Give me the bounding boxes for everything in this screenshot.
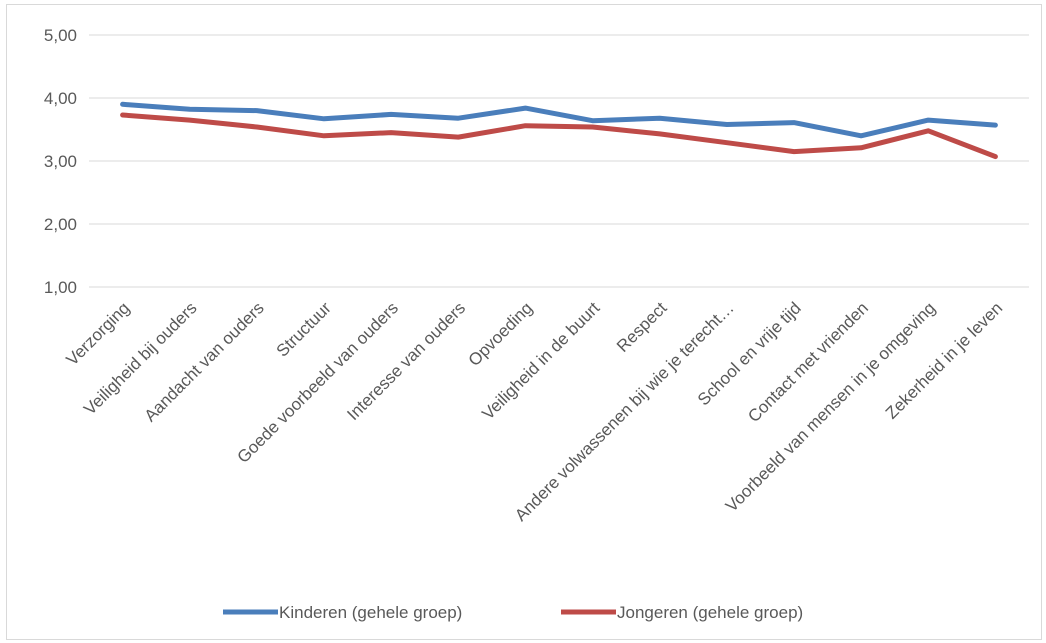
x-category-label: Respect — [613, 298, 671, 356]
chart-frame: 1,00 2,00 3,00 4,00 5,00 Verzorging Veilighei… — [6, 4, 1042, 640]
series-line-1 — [120, 101, 998, 139]
x-category-label: Contact met vrienden — [744, 298, 872, 426]
y-tick-label: 5,00 — [44, 26, 77, 45]
line-chart: 1,002,003,004,005,00 VerzorgingVeilighei… — [44, 26, 1029, 622]
legend-label: Kinderen (gehele groep) — [279, 603, 462, 622]
legend: Kinderen (gehele groep) Jongeren (gehele … — [223, 603, 803, 622]
series-lines — [120, 101, 998, 160]
x-category-label: Structuur — [273, 298, 335, 360]
x-category-label: Opvoeding — [465, 298, 537, 370]
gridlines — [89, 34, 1029, 288]
series-line-2 — [120, 112, 998, 160]
x-category-label: Zekerheid in je leven — [882, 298, 1006, 422]
y-tick-label: 4,00 — [44, 89, 77, 108]
x-category-label: Veiligheid bij ouders — [80, 298, 200, 418]
x-category-label: Veiligheid in de buurt — [478, 298, 603, 423]
x-category-label: Aandacht van ouders — [141, 298, 268, 425]
y-axis-ticks: 1,00 2,00 3,00 4,00 5,00 — [44, 26, 77, 297]
y-tick-label: 3,00 — [44, 152, 77, 171]
y-tick-label: 2,00 — [44, 215, 77, 234]
x-category-label: Verzorging — [62, 298, 133, 369]
y-tick-label: 1,00 — [44, 278, 77, 297]
x-category-label: Interesse van ouders — [343, 298, 469, 424]
legend-label: Jongeren (gehele groep) — [617, 603, 803, 622]
